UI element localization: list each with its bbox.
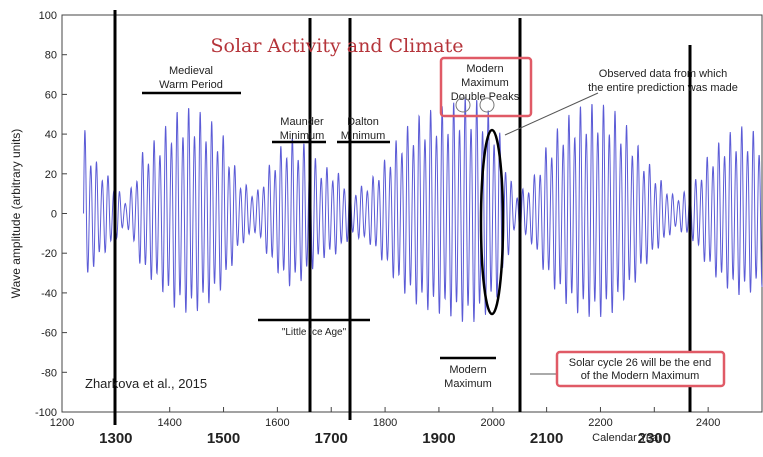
bold-year-label: 1900 [422, 430, 455, 447]
peak-circle [455, 97, 471, 113]
bold-year-label: 1500 [207, 430, 240, 447]
x-tick-label: 1200 [50, 417, 74, 429]
y-tick-label: 100 [39, 10, 57, 22]
credit-text: Zharkova et al., 2015 [85, 376, 207, 391]
modern-maximum-box [439, 56, 533, 118]
annotation-modern-maximum: Modern Maximum [444, 364, 492, 390]
peak-circle [479, 97, 495, 113]
y-tick-label: 20 [45, 169, 57, 181]
y-tick-label: -100 [35, 407, 57, 419]
annotation-dalton-minimum: Dalton Minimum [341, 116, 386, 142]
annotation-maunder-minimum: Maunder Minimum [280, 116, 325, 142]
annotation-modern-maximum-double-peaks: Modern Maximum Double Peaks [451, 63, 520, 103]
annotation-medieval-warm-period: Medieval Warm Period [159, 65, 223, 91]
bold-year-label: 2300 [638, 430, 671, 447]
observed-data-ellipse [479, 128, 505, 316]
y-tick-label: 40 [45, 129, 57, 141]
y-tick-label: -20 [41, 248, 57, 260]
x-tick-label: 1800 [373, 417, 397, 429]
y-tick-label: 80 [45, 50, 57, 62]
y-tick-label: 0 [51, 209, 57, 221]
x-tick-label: 1400 [157, 417, 181, 429]
x-tick-label: 2200 [588, 417, 612, 429]
y-tick-label: -80 [41, 367, 57, 379]
wave-series-line [83, 97, 763, 322]
y-tick-label: -40 [41, 288, 57, 300]
annotation-solar-cycle-26: Solar cycle 26 will be the end of the Mod… [569, 357, 711, 382]
x-tick-label: 2000 [481, 417, 505, 429]
x-tick-label: 2400 [696, 417, 720, 429]
bold-year-label: 1300 [99, 430, 132, 447]
y-tick-label: -60 [41, 328, 57, 340]
y-tick-label: 60 [45, 89, 57, 101]
x-axis-label: Calendar Year [592, 432, 662, 444]
x-tick-label: 1600 [265, 417, 289, 429]
solar-cycle-26-box [555, 350, 726, 388]
y-axis-label: Wave amplitude (arbitrary units) [9, 129, 23, 299]
annotation-observed-data: Observed data from which the entire predi… [588, 68, 738, 94]
annotation-little-ice-age: "Little Ice Age" [282, 327, 347, 338]
chart-title: Solar Activity and Climate [211, 35, 464, 57]
observed-callout-line [504, 92, 599, 136]
bold-year-label: 2100 [530, 430, 563, 447]
bold-year-label: 1700 [315, 430, 348, 447]
